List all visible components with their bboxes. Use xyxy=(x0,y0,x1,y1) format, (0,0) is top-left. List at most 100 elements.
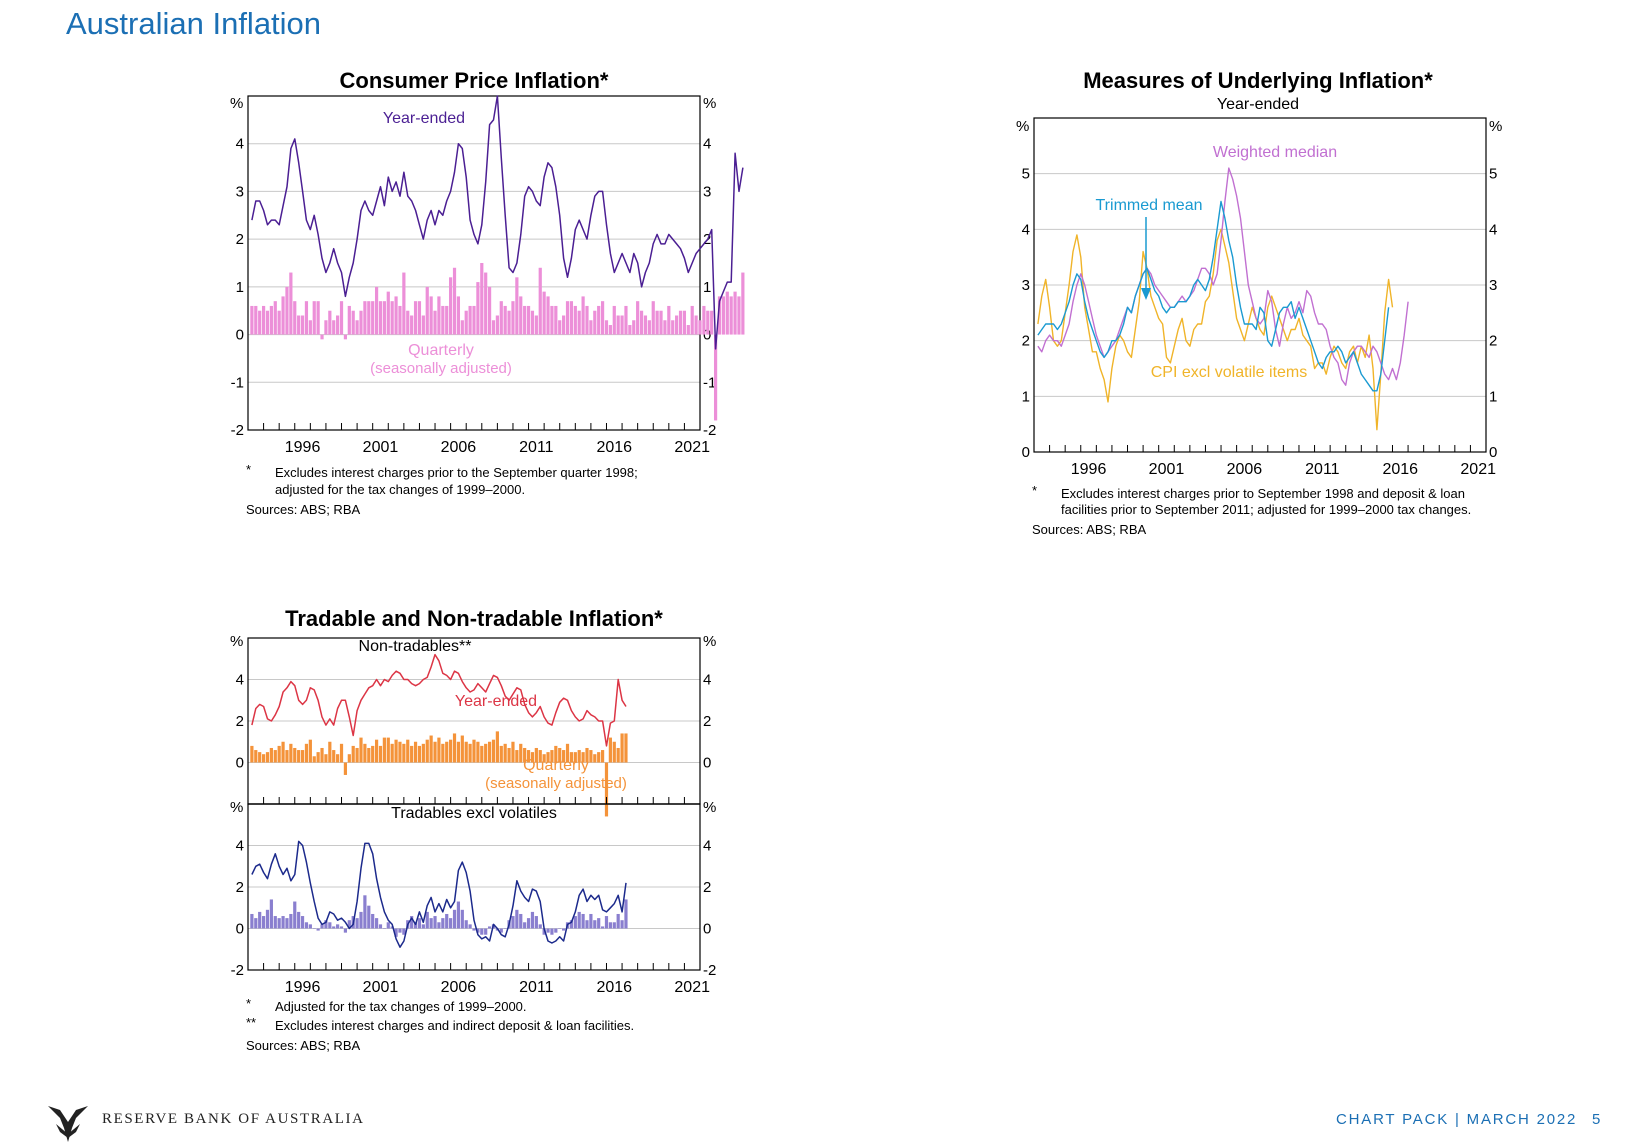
footnote-marker: * xyxy=(1032,483,1037,498)
bar-tradables-quarterly xyxy=(511,916,515,929)
x-tick-label: 2011 xyxy=(519,979,554,996)
bar-nontradables-quarterly xyxy=(324,754,328,763)
bar-cpi-quarterly xyxy=(678,310,683,335)
bar-nontradables-quarterly xyxy=(390,743,394,763)
bar-cpi-quarterly xyxy=(511,301,515,335)
y-tick-label-left: 0 xyxy=(236,921,244,938)
bar-cpi-quarterly xyxy=(254,305,258,335)
bar-tradables-quarterly xyxy=(316,928,320,931)
unit-left: % xyxy=(230,633,243,650)
sources-text: Sources: ABS; RBA xyxy=(246,502,360,517)
bar-nontradables-quarterly xyxy=(530,752,535,763)
bar-cpi-quarterly xyxy=(612,305,616,335)
bar-nontradables-quarterly xyxy=(460,735,464,763)
bar-tradables-quarterly xyxy=(612,922,616,929)
bar-cpi-quarterly xyxy=(312,301,316,335)
y-tick-label-right: 4 xyxy=(703,838,711,855)
bar-tradables-quarterly xyxy=(589,913,593,929)
bar-cpi-quarterly xyxy=(355,320,359,335)
y-tick-label-left: -2 xyxy=(231,962,244,979)
bar-cpi-quarterly xyxy=(604,320,609,335)
bar-tradables-quarterly xyxy=(339,926,344,929)
bar-cpi-quarterly xyxy=(600,301,605,335)
x-tick-label: 2001 xyxy=(363,439,399,456)
bar-tradables-quarterly xyxy=(425,911,429,929)
bar-tradables-quarterly xyxy=(503,928,507,929)
x-tick-label: 2006 xyxy=(441,979,477,996)
bar-cpi-quarterly xyxy=(293,301,297,335)
bar-tradables-quarterly xyxy=(554,928,558,933)
footnote-text: Excludes interest charges prior to Septe… xyxy=(1061,486,1465,501)
bar-cpi-quarterly xyxy=(515,277,519,335)
bar-cpi-quarterly xyxy=(550,305,554,335)
bar-cpi-quarterly xyxy=(308,320,312,335)
bar-cpi-quarterly xyxy=(468,305,472,335)
bar-cpi-quarterly xyxy=(721,296,725,335)
bar-tradables-quarterly xyxy=(542,928,546,935)
bar-tradables-quarterly xyxy=(526,918,531,929)
bar-tradables-quarterly xyxy=(254,918,258,929)
footer-chart-pack: CHART PACK | MARCH 2022 xyxy=(1336,1111,1578,1128)
bar-cpi-quarterly xyxy=(713,334,718,421)
bar-nontradables-quarterly xyxy=(526,750,531,763)
bar-tradables-quarterly xyxy=(585,920,589,929)
sources-text: Sources: ABS; RBA xyxy=(1032,522,1146,537)
bar-cpi-quarterly xyxy=(694,315,698,335)
bar-nontradables-quarterly xyxy=(565,743,570,763)
bar-cpi-quarterly xyxy=(620,315,624,335)
bar-tradables-quarterly xyxy=(472,928,476,931)
bar-nontradables-quarterly xyxy=(620,733,624,763)
bar-cpi-quarterly xyxy=(289,272,293,335)
bar-cpi-quarterly xyxy=(269,305,273,335)
bar-cpi-quarterly xyxy=(597,305,601,335)
bar-cpi-quarterly xyxy=(733,291,737,335)
bar-nontradables-quarterly xyxy=(336,754,340,763)
line-cpi-excl-volatile xyxy=(1037,228,1394,431)
bar-cpi-quarterly xyxy=(562,315,566,335)
bar-nontradables-quarterly xyxy=(542,754,546,763)
line-tradables-year-ended xyxy=(251,840,627,948)
bar-nontradables-quarterly xyxy=(523,747,527,763)
unit-right: % xyxy=(703,799,716,816)
bar-nontradables-quarterly xyxy=(612,741,616,763)
bar-nontradables-quarterly xyxy=(573,752,577,763)
bar-tradables-quarterly xyxy=(371,913,375,929)
bar-cpi-quarterly xyxy=(437,296,441,335)
chart-title-underlying: Measures of Underlying Inflation* xyxy=(1083,68,1433,93)
bar-nontradables-quarterly xyxy=(304,743,309,763)
bar-nontradables-quarterly xyxy=(445,741,449,763)
bar-cpi-quarterly xyxy=(647,320,651,335)
y-tick-label-right: 2 xyxy=(703,713,711,730)
bar-nontradables-quarterly xyxy=(534,747,538,763)
label-cpi-excl-volatile: CPI excl volatile items xyxy=(1151,364,1308,381)
bar-tradables-quarterly xyxy=(324,920,328,929)
bar-tradables-quarterly xyxy=(464,920,468,929)
bar-nontradables-quarterly xyxy=(316,752,320,763)
bar-nontradables-quarterly xyxy=(258,752,262,763)
bar-nontradables-quarterly xyxy=(503,743,507,763)
bar-cpi-quarterly xyxy=(343,334,348,340)
bar-cpi-quarterly xyxy=(530,310,535,335)
bar-cpi-quarterly xyxy=(265,310,270,335)
bar-cpi-quarterly xyxy=(273,301,277,335)
bar-cpi-quarterly xyxy=(698,320,702,335)
y-tick-label-left: 4 xyxy=(236,672,244,689)
bar-tradables-quarterly xyxy=(343,928,348,933)
unit-right: % xyxy=(703,95,716,112)
x-tick-label: 2001 xyxy=(363,979,399,996)
bar-cpi-quarterly xyxy=(441,305,445,335)
bar-cpi-quarterly xyxy=(398,305,402,335)
bar-tradables-quarterly xyxy=(569,920,574,929)
y-tick-label-left: 2 xyxy=(1022,333,1030,350)
bar-cpi-quarterly xyxy=(491,320,496,335)
bar-nontradables-quarterly xyxy=(464,741,468,763)
bar-tradables-quarterly xyxy=(593,920,597,929)
y-tick-label-right: 0 xyxy=(703,921,711,938)
bar-nontradables-quarterly xyxy=(320,747,324,763)
y-tick-label-right: 4 xyxy=(1489,221,1497,238)
bar-nontradables-quarterly xyxy=(604,762,609,817)
bar-tradables-quarterly xyxy=(304,922,309,929)
y-tick-label-right: 5 xyxy=(1489,166,1497,183)
bar-tradables-quarterly xyxy=(449,918,453,929)
bar-tradables-quarterly xyxy=(277,918,281,929)
